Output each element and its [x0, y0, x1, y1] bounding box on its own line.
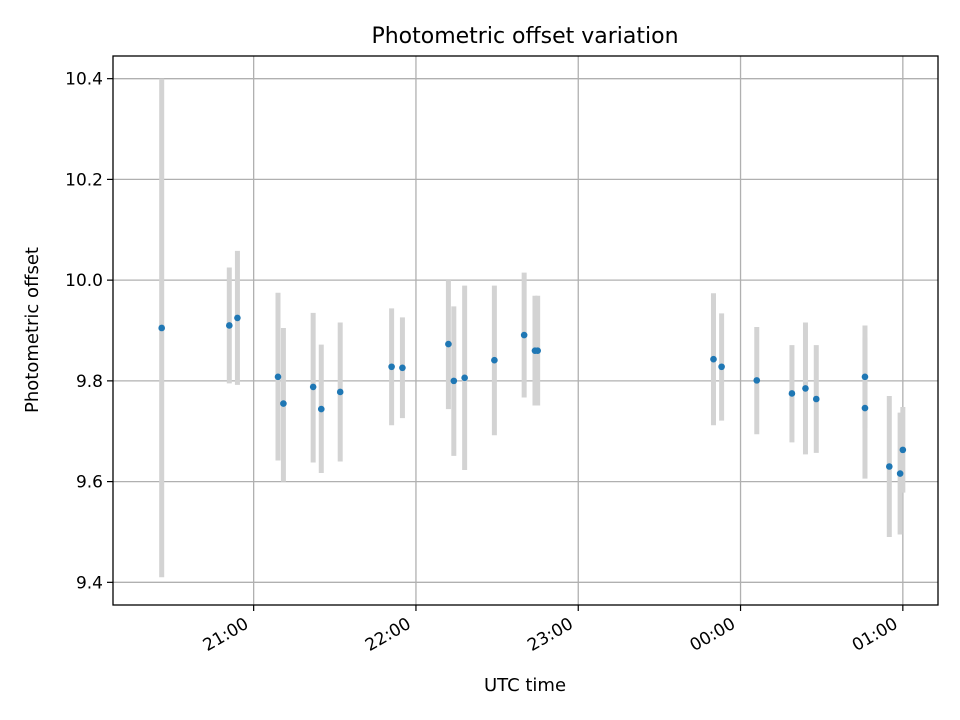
data-point [280, 400, 287, 407]
data-point [461, 374, 468, 382]
x-tick-label: 23:00 [524, 614, 576, 656]
data-point [534, 347, 541, 354]
data-points [158, 314, 907, 477]
data-point [388, 363, 395, 371]
data-point [520, 331, 528, 339]
x-axis-label: UTC time [484, 675, 566, 696]
y-tick-label: 9.8 [76, 372, 103, 392]
data-point [861, 404, 869, 412]
plot-frame [112, 55, 939, 606]
data-point [753, 377, 761, 384]
data-point [812, 395, 820, 403]
x-axis-ticks: 21:00 22:00 23:00 00:00 01:00 [200, 605, 904, 656]
x-tick-label: 21:00 [200, 614, 252, 656]
data-point [317, 405, 325, 413]
x-tick-label: 01:00 [849, 614, 901, 656]
data-point [234, 314, 241, 322]
data-point [788, 390, 796, 397]
data-point [896, 470, 904, 477]
data-point [445, 340, 452, 348]
data-point [158, 324, 165, 332]
y-tick-label: 9.4 [76, 573, 103, 593]
y-tick-label: 10.0 [65, 271, 103, 291]
data-point [399, 364, 406, 372]
chart-title: Photometric offset variation [371, 24, 678, 49]
y-tick-label: 10.4 [65, 70, 103, 90]
y-axis-ticks: 9.4 9.6 9.8 10.0 10.2 10.4 [65, 70, 113, 593]
x-tick-label: 22:00 [362, 614, 414, 656]
y-tick-label: 10.2 [65, 170, 103, 190]
x-tick-label: 00:00 [687, 614, 739, 656]
data-point [710, 355, 717, 363]
data-point [309, 383, 317, 391]
data-point [802, 385, 809, 392]
data-point [336, 388, 344, 396]
data-point [226, 322, 233, 329]
y-tick-label: 9.6 [76, 473, 103, 493]
data-point [491, 356, 498, 364]
error-bars [159, 78, 906, 578]
y-axis-label: Photometric offset [22, 247, 43, 413]
data-point [899, 446, 907, 454]
data-point [274, 373, 282, 381]
data-point [861, 373, 869, 381]
data-point [450, 377, 458, 385]
data-point [886, 463, 893, 470]
data-point [718, 363, 725, 371]
